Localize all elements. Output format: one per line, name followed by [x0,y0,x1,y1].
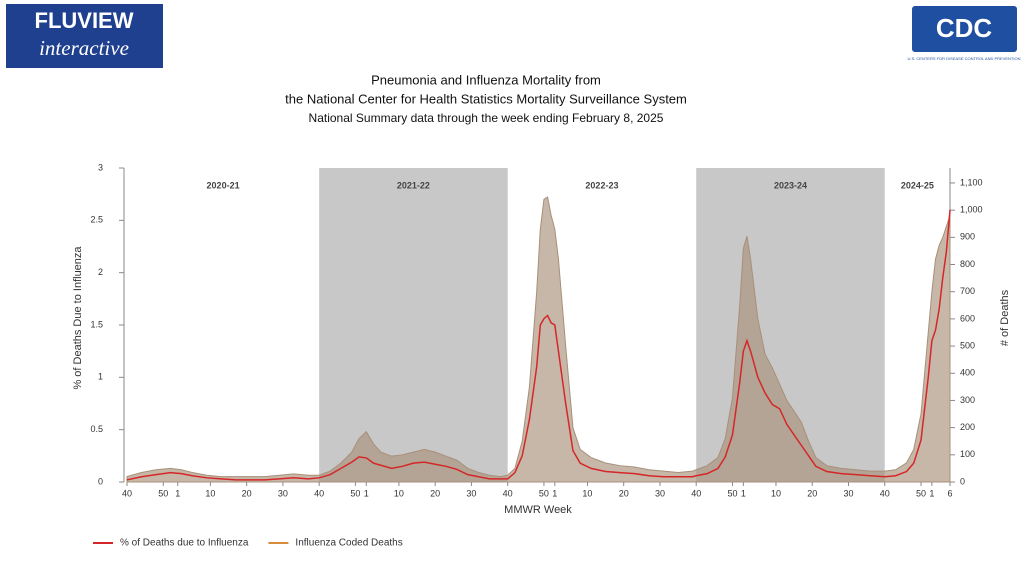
x-tick-label: 40 [691,488,701,498]
y2-tick-label: 1,100 [960,177,983,187]
x-tick-label: 10 [394,488,404,498]
logo-text: FLUVIEW [35,8,134,33]
legend-label: % of Deaths due to Influenza [120,538,249,549]
x-tick-label: 10 [205,488,215,498]
x-tick-label: 50 [727,488,737,498]
y2-tick-label: 200 [960,422,975,432]
y2-tick-label: 1,000 [960,205,983,215]
y2-tick-label: 800 [960,259,975,269]
legend-label: Influenza Coded Deaths [295,538,402,549]
x-tick-label: 30 [655,488,665,498]
x-tick-label: 20 [807,488,817,498]
y2-tick-label: 900 [960,232,975,242]
x-tick-label: 50 [350,488,360,498]
chart-subtitle: National Summary data through the week e… [309,111,664,125]
x-tick-label: 40 [122,488,132,498]
x-tick-label: 10 [582,488,592,498]
season-label: 2022-23 [585,180,618,190]
x-tick-label: 30 [843,488,853,498]
x-tick-label: 6 [947,488,952,498]
y-tick-label: 1 [98,372,103,382]
season-label: 2024-25 [901,180,934,190]
y2-tick-label: 100 [960,449,975,459]
x-tick-label: 1 [364,488,369,498]
y-tick-label: 2.5 [90,215,103,225]
x-tick-label: 1 [741,488,746,498]
season-label: 2023-24 [774,180,807,190]
y2-tick-label: 0 [960,476,965,486]
x-tick-label: 1 [175,488,180,498]
x-tick-label: 40 [880,488,890,498]
y-tick-label: 1.5 [90,319,103,329]
x-tick-label: 50 [539,488,549,498]
x-tick-label: 20 [430,488,440,498]
y-tick-label: 3 [98,162,103,172]
y2-tick-label: 300 [960,395,975,405]
x-tick-label: 30 [466,488,476,498]
season-band [319,168,508,482]
x-tick-label: 50 [916,488,926,498]
x-tick-label: 20 [619,488,629,498]
logo-subtext: interactive [39,36,129,60]
x-tick-label: 10 [771,488,781,498]
x-tick-label: 1 [929,488,934,498]
x-tick-label: 20 [242,488,252,498]
cdc-subtext: U.S. CENTERS FOR DISEASE CONTROL AND PRE… [908,56,1021,61]
cdc-text: CDC [936,13,993,43]
y-tick-label: 0 [98,476,103,486]
chart-title: Pneumonia and Influenza Mortality from [371,72,601,87]
season-label: 2021-22 [397,180,430,190]
y-tick-label: 2 [98,267,103,277]
x-tick-label: 1 [552,488,557,498]
y2-tick-label: 500 [960,340,975,350]
y2-tick-label: 700 [960,286,975,296]
y2-tick-label: 400 [960,368,975,378]
x-tick-label: 50 [158,488,168,498]
y-tick-label: 0.5 [90,424,103,434]
cdc-logo [912,6,1017,52]
x-tick-label: 30 [278,488,288,498]
x-axis-label: MMWR Week [504,504,572,516]
y-axis-label: % of Deaths Due to Influenza [72,246,84,390]
chart-title: the National Center for Health Statistic… [285,91,687,106]
x-tick-label: 40 [314,488,324,498]
line [126,209,951,481]
x-tick-label: 40 [503,488,513,498]
season-label: 2020-21 [207,180,240,190]
y2-tick-label: 600 [960,313,975,323]
y2-axis-label: # of Deaths [999,289,1011,346]
fluview-logo [6,4,163,68]
